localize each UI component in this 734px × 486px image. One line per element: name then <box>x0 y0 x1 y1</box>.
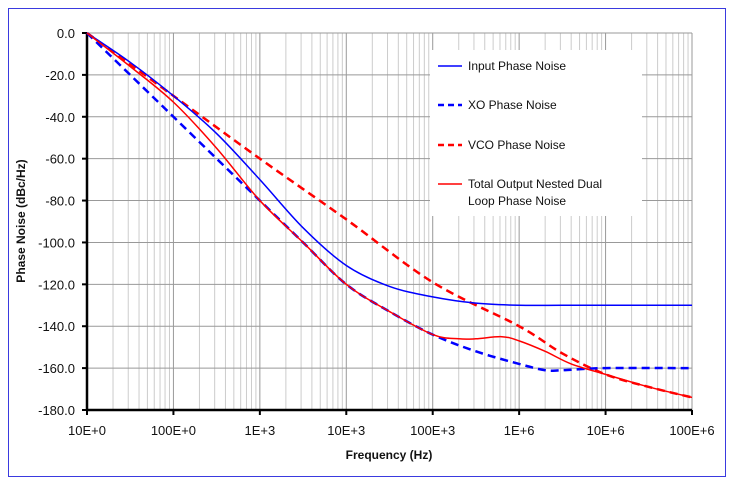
x-tick-label: 10E+0 <box>68 423 106 438</box>
grid <box>82 32 693 415</box>
y-tick-label: -120.0 <box>38 277 75 292</box>
legend-background <box>430 50 642 216</box>
x-tick-label: 1E+6 <box>504 423 535 438</box>
y-tick-label: -40.0 <box>45 110 75 125</box>
legend-label: Loop Phase Noise <box>468 194 566 208</box>
tick-labels: 0.0 -20.0 -40.0 -60.0 -80.0 -100.0 -120.0 -140.… <box>38 26 714 438</box>
y-tick-label: -80.0 <box>45 194 75 209</box>
x-tick-label: 10E+6 <box>587 423 625 438</box>
x-tick-label: 100E+3 <box>410 423 455 438</box>
x-tick-label: 10E+3 <box>327 423 365 438</box>
x-tick-label: 100E+0 <box>151 423 196 438</box>
y-axis-label: Phase Noise (dBc/Hz) <box>14 159 28 282</box>
chart-frame <box>8 8 726 477</box>
series-line-0 <box>86 32 692 307</box>
y-tick-label: 0.0 <box>57 26 75 41</box>
y-tick-label: -20.0 <box>45 68 75 83</box>
x-axis-label: Frequency (Hz) <box>346 448 433 462</box>
legend-label: XO Phase Noise <box>468 98 557 112</box>
legend-label: VCO Phase Noise <box>468 138 566 152</box>
y-tick-label: -160.0 <box>38 361 75 376</box>
y-tick-label: -60.0 <box>45 152 75 167</box>
y-tick-label: -180.0 <box>38 403 75 418</box>
legend-label: Input Phase Noise <box>468 59 566 73</box>
x-tick-label: 100E+6 <box>669 423 714 438</box>
series-lines <box>86 31 693 399</box>
y-tick-label: -140.0 <box>38 319 75 334</box>
y-tick-label: -100.0 <box>38 235 75 250</box>
legend-label: Total Output Nested Dual <box>468 177 602 191</box>
legend: Input Phase Noise XO Phase Noise VCO Phase… <box>430 50 642 216</box>
series-line-3 <box>86 32 693 399</box>
x-tick-label: 1E+3 <box>244 423 275 438</box>
